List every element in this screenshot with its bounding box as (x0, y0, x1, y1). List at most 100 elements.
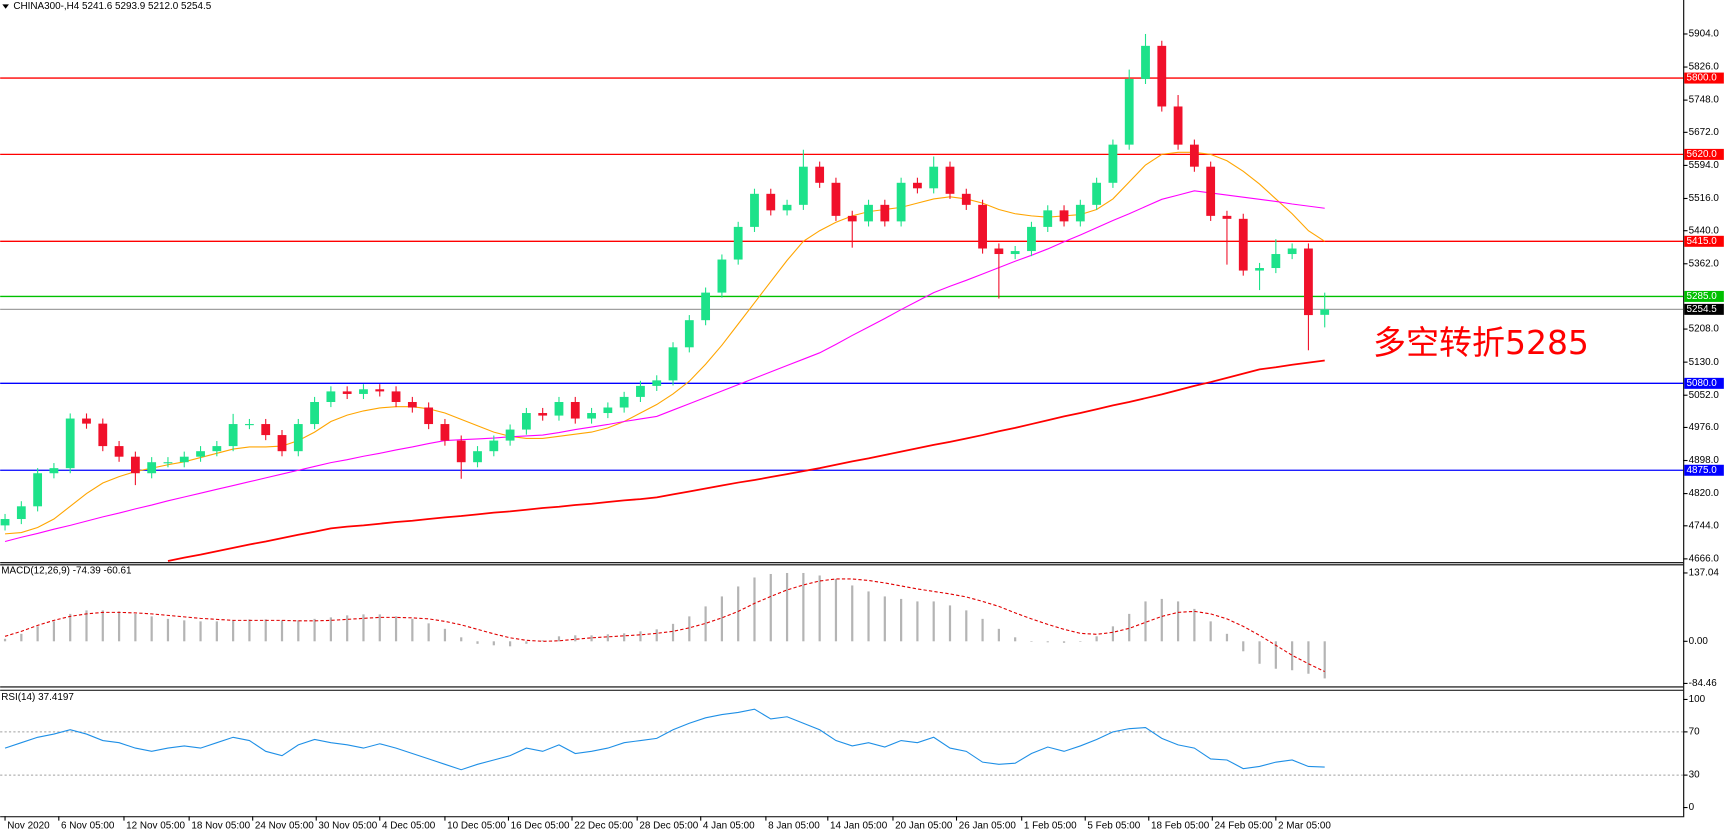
candle-body (750, 193, 759, 227)
candle-body (538, 413, 548, 416)
candle-body (864, 204, 873, 222)
candle-body (978, 204, 987, 249)
macd-bar (166, 618, 170, 642)
macd-bar (1274, 641, 1277, 669)
x-tick-label: 24 Nov 05:00 (255, 821, 314, 832)
x-tick-label: 20 Jan 05:00 (895, 821, 953, 832)
candle-body (1304, 248, 1313, 316)
x-tick-label: 1 Feb 05:00 (1024, 821, 1077, 832)
macd-bar (574, 635, 577, 642)
candle-body (652, 380, 662, 386)
macd-bar (248, 619, 251, 642)
y-tick-label: 5440.0 (1689, 225, 1720, 236)
candle-body (554, 402, 564, 416)
y-tick-label: 5516.0 (1689, 193, 1720, 204)
macd-bar (1258, 641, 1261, 664)
x-tick-label: 2 Mar 05:00 (1278, 821, 1331, 832)
macd-bar (541, 640, 544, 642)
macd-bar (313, 618, 316, 642)
x-tick-label: 18 Nov 05:00 (191, 821, 250, 832)
candle-body (0, 519, 10, 526)
candle-body (994, 248, 1004, 255)
indicator-line (4, 708, 1325, 771)
candle-body (636, 385, 645, 397)
x-tick-label: 5 Feb 05:00 (1087, 821, 1140, 832)
y-tick-label: 5052.0 (1689, 390, 1720, 401)
candle-body (521, 413, 531, 430)
y-tick-label: 5362.0 (1689, 258, 1720, 269)
macd-bar (867, 591, 870, 642)
x-tick-label: 26 Jan 05:00 (959, 821, 1017, 832)
y-tick-label: -84.46 (1689, 678, 1718, 689)
macd-bar (134, 613, 137, 642)
candle-body (375, 389, 385, 392)
macd-bar (427, 623, 430, 642)
macd-bar (280, 620, 284, 642)
level-label: 5800.0 (1686, 73, 1717, 84)
candle-body (880, 204, 890, 222)
macd-bar (1079, 641, 1082, 642)
macd-bar (525, 641, 528, 644)
moving-average (167, 359, 1325, 562)
candle-body (913, 182, 922, 189)
macd-bar (362, 614, 365, 642)
y-tick-label: 30 (1689, 770, 1701, 781)
macd-bar (720, 596, 724, 642)
y-tick-label: 0.00 (1689, 636, 1709, 647)
macd-bar (1095, 636, 1098, 642)
macd-bar (411, 618, 414, 642)
x-tick-label: 16 Dec 05:00 (511, 821, 570, 832)
macd-bar (394, 616, 398, 642)
level-label: 5254.5 (1686, 304, 1717, 315)
macd-bar (199, 621, 202, 642)
candle-body (505, 429, 515, 441)
macd-bar (1225, 633, 1229, 642)
macd-bar (737, 586, 740, 642)
candle-body (929, 166, 939, 189)
macd-bar (264, 619, 267, 642)
macd-bar (52, 621, 56, 642)
candle-body (896, 182, 906, 222)
candle-body (1075, 204, 1085, 222)
level-label-box (1684, 148, 1724, 160)
macd-bar (834, 578, 838, 642)
candle-body (1092, 182, 1102, 205)
y-tick-label: 4666.0 (1689, 553, 1720, 564)
level-label-box (1684, 303, 1724, 315)
level-label-box (1684, 290, 1724, 302)
macd-bar (655, 629, 658, 642)
macd-bar (69, 613, 72, 642)
macd-bar (329, 617, 332, 642)
candle-body (424, 407, 434, 425)
candle-body (1320, 309, 1330, 315)
candle-body (1287, 248, 1297, 255)
x-tick-label: 12 Nov 05:00 (126, 821, 185, 832)
x-tick-label: 24 Feb 05:00 (1215, 821, 1274, 832)
x-tick-label: 30 Nov 05:00 (318, 821, 377, 832)
candle-body (293, 424, 303, 452)
macd-bar (932, 601, 935, 642)
candle-body (603, 407, 613, 414)
candle-body (847, 215, 857, 222)
menu-triangle (2, 4, 9, 9)
y-tick-label: 5748.0 (1689, 95, 1720, 106)
macd-bar (883, 596, 886, 642)
x-tick-label: 8 Jan 05:00 (768, 821, 820, 832)
candle-body (815, 166, 825, 183)
macd-bar (1160, 598, 1163, 642)
candle-body (1141, 45, 1150, 79)
macd-bar (346, 615, 349, 642)
candle-body (1108, 144, 1118, 183)
level-label-box (1684, 377, 1724, 389)
level-label: 5415.0 (1686, 236, 1717, 247)
candle-body (1206, 166, 1216, 216)
macd-bar (1242, 641, 1245, 652)
macd-bar (704, 606, 707, 642)
macd-bar (997, 628, 1000, 642)
candle-body (831, 182, 841, 216)
macd-bar (1307, 641, 1310, 674)
x-tick-label: 4 Jan 05:00 (703, 821, 755, 832)
